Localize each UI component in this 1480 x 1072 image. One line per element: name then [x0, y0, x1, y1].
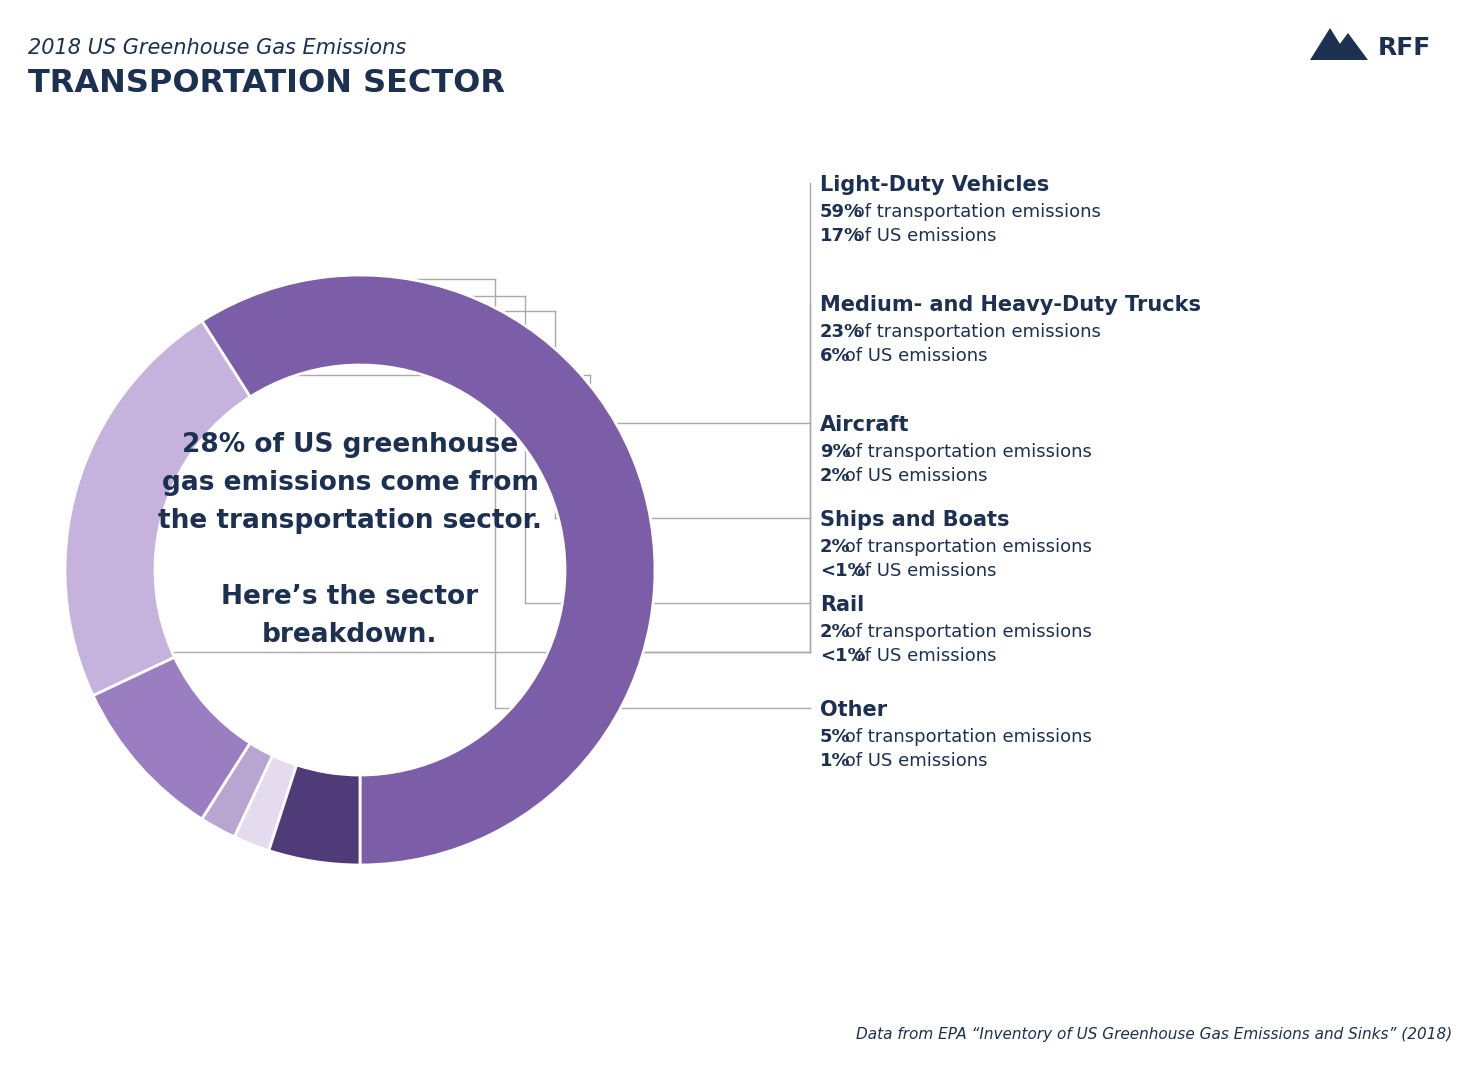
Text: gas emissions come from: gas emissions come from: [161, 470, 539, 496]
Text: 6%: 6%: [820, 347, 851, 364]
Text: 2%: 2%: [820, 623, 851, 641]
Text: 59%: 59%: [820, 203, 863, 221]
Text: 23%: 23%: [820, 323, 863, 341]
Wedge shape: [93, 657, 250, 819]
Text: Ships and Boats: Ships and Boats: [820, 510, 1009, 530]
Text: of US emissions: of US emissions: [839, 751, 987, 770]
Text: of US emissions: of US emissions: [848, 562, 998, 580]
Text: of US emissions: of US emissions: [848, 227, 998, 245]
Text: RFF: RFF: [1378, 36, 1431, 60]
Wedge shape: [201, 743, 272, 837]
Text: of US emissions: of US emissions: [839, 467, 987, 485]
Text: Medium- and Heavy-Duty Trucks: Medium- and Heavy-Duty Trucks: [820, 295, 1200, 315]
Polygon shape: [1328, 33, 1368, 60]
Polygon shape: [1310, 28, 1350, 60]
Text: 17%: 17%: [820, 227, 863, 245]
Wedge shape: [269, 765, 360, 865]
Text: Other: Other: [820, 700, 887, 720]
Text: of transportation emissions: of transportation emissions: [848, 203, 1101, 221]
Text: 2%: 2%: [820, 467, 851, 485]
Text: 2018 US Greenhouse Gas Emissions: 2018 US Greenhouse Gas Emissions: [28, 38, 406, 58]
Text: of transportation emissions: of transportation emissions: [839, 623, 1092, 641]
Wedge shape: [234, 756, 296, 850]
Text: of US emissions: of US emissions: [848, 647, 998, 665]
Text: Light-Duty Vehicles: Light-Duty Vehicles: [820, 175, 1049, 195]
Wedge shape: [201, 276, 656, 865]
Text: 9%: 9%: [820, 443, 851, 461]
Text: the transportation sector.: the transportation sector.: [158, 508, 542, 534]
Text: Data from EPA “Inventory of US Greenhouse Gas Emissions and Sinks” (2018): Data from EPA “Inventory of US Greenhous…: [855, 1027, 1452, 1042]
Text: of transportation emissions: of transportation emissions: [839, 443, 1092, 461]
Text: of US emissions: of US emissions: [839, 347, 987, 364]
Text: of transportation emissions: of transportation emissions: [848, 323, 1101, 341]
Text: breakdown.: breakdown.: [262, 622, 438, 647]
Text: 1%: 1%: [820, 751, 851, 770]
Wedge shape: [65, 321, 250, 696]
Text: of transportation emissions: of transportation emissions: [839, 728, 1092, 746]
Text: Aircraft: Aircraft: [820, 415, 910, 435]
Text: 28% of US greenhouse: 28% of US greenhouse: [182, 432, 518, 458]
Text: 5%: 5%: [820, 728, 851, 746]
Text: Here’s the sector: Here’s the sector: [222, 584, 478, 610]
Text: Rail: Rail: [820, 595, 864, 615]
Text: <1%: <1%: [820, 647, 866, 665]
Text: of transportation emissions: of transportation emissions: [839, 538, 1092, 556]
Text: TRANSPORTATION SECTOR: TRANSPORTATION SECTOR: [28, 68, 505, 99]
Text: <1%: <1%: [820, 562, 866, 580]
Text: 2%: 2%: [820, 538, 851, 556]
